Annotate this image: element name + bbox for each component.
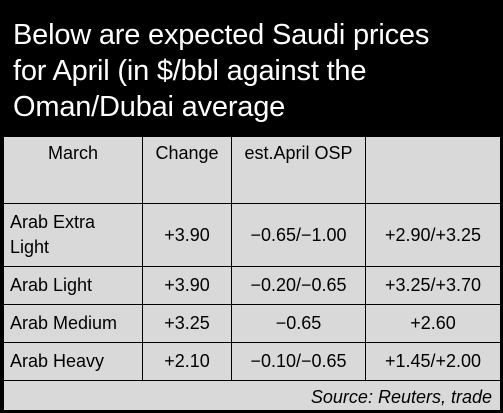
title-line-1: Below are expected Saudi prices — [13, 19, 430, 51]
table-row: Arab Medium +3.25 −0.65 +2.60 — [3, 304, 500, 343]
grade-cell: Arab Medium — [3, 304, 143, 343]
table-row: Arab Light +3.90 −0.20/−0.65 +3.25/+3.70 — [3, 266, 500, 305]
change-cell: −0.65/−1.00 — [231, 203, 366, 267]
change-cell: −0.20/−0.65 — [231, 266, 366, 305]
change-cell: −0.65 — [231, 304, 366, 343]
source-note: Source: Reuters, trade — [3, 380, 500, 410]
table-header-row: March Change est.April OSP — [3, 136, 500, 204]
price-table: March Change est.April OSP Arab Extra Li… — [3, 136, 500, 410]
march-cell: +3.90 — [142, 203, 232, 267]
osp-cell: +2.90/+3.25 — [365, 203, 500, 267]
title-line-2: for April (in $/bbl against the — [13, 55, 367, 87]
change-cell: −0.10/−0.65 — [231, 342, 366, 381]
table-row: Arab Heavy +2.10 −0.10/−0.65 +1.45/+2.00 — [3, 342, 500, 381]
column-header-blank — [365, 136, 500, 204]
title-line-3: Oman/Dubai average — [13, 91, 286, 123]
source-row: Source: Reuters, trade — [3, 380, 500, 410]
grade-cell: Arab Heavy — [3, 342, 143, 381]
column-header-change: Change — [142, 136, 232, 204]
title-block: Below are expected Saudi prices for Apri… — [3, 3, 500, 136]
table-row: Arab Extra Light +3.90 −0.65/−1.00 +2.90… — [3, 203, 500, 267]
column-header-est-april-osp: est.April OSP — [231, 136, 366, 204]
march-cell: +3.90 — [142, 266, 232, 305]
osp-cell: +2.60 — [365, 304, 500, 343]
column-header-march: March — [3, 136, 143, 204]
grade-cell: Arab Extra Light — [3, 203, 143, 267]
osp-cell: +1.45/+2.00 — [365, 342, 500, 381]
march-cell: +2.10 — [142, 342, 232, 381]
march-cell: +3.25 — [142, 304, 232, 343]
osp-cell: +3.25/+3.70 — [365, 266, 500, 305]
grade-cell: Arab Light — [3, 266, 143, 305]
